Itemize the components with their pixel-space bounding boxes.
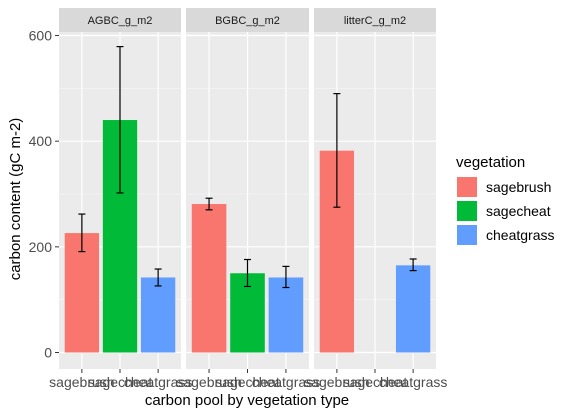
facet-strip-label: BGBC_g_m2 bbox=[215, 15, 280, 27]
facet-panel-AGBC_g_m2: AGBC_g_m2 bbox=[59, 8, 181, 369]
error-bar-cheatgrass bbox=[409, 258, 417, 272]
error-bar-sagebrush bbox=[205, 197, 213, 211]
y-axis-title: carbon content (gC m-2) bbox=[7, 118, 24, 281]
legend-title: vegetation bbox=[456, 154, 525, 171]
facet-panels: AGBC_g_m2 BGBC_g_m2 litterC_g_m2 bbox=[59, 8, 436, 369]
legend-item-sagebrush: sagebrush bbox=[457, 177, 551, 197]
bar-cheatgrass bbox=[268, 277, 304, 353]
x-tick-label: cheatgrass bbox=[124, 374, 192, 390]
x-tick-label: sagecheat bbox=[343, 374, 408, 390]
facet-strip bbox=[186, 8, 309, 32]
x-axis-title: carbon pool by vegetation type bbox=[145, 392, 349, 409]
legend-label: cheatgrass bbox=[486, 227, 554, 243]
y-tick-label: 0 bbox=[44, 345, 52, 361]
bar-sagebrush bbox=[191, 204, 227, 353]
bar-cheatgrass bbox=[395, 265, 431, 353]
x-tick-label: sagecheat bbox=[215, 374, 280, 390]
legend-label: sagebrush bbox=[486, 179, 551, 195]
legend-swatch bbox=[457, 201, 477, 221]
facet-strip-label: AGBC_g_m2 bbox=[88, 15, 153, 27]
x-tick-label: sagebrush bbox=[176, 374, 241, 390]
legend-swatch bbox=[457, 177, 477, 197]
facet-strip-label: litterC_g_m2 bbox=[344, 15, 406, 27]
facet-strip bbox=[59, 8, 181, 32]
x-tick-label: cheatgrass bbox=[379, 374, 447, 390]
y-axis: 0 200 400 600 bbox=[29, 28, 59, 361]
bar-cheatgrass bbox=[140, 277, 176, 353]
legend-swatch bbox=[457, 225, 477, 245]
error-bar-sagebrush bbox=[333, 93, 341, 208]
legend-item-sagecheat: sagecheat bbox=[457, 201, 551, 221]
legend-label: sagecheat bbox=[486, 203, 551, 219]
y-tick-label: 400 bbox=[29, 133, 53, 149]
y-tick-label: 200 bbox=[29, 239, 53, 255]
bar-sagebrush bbox=[64, 233, 100, 353]
error-bar-sagecheat bbox=[116, 45, 124, 194]
error-bar-cheatgrass bbox=[154, 268, 162, 287]
facet-strip bbox=[314, 8, 436, 32]
error-bar-sagebrush bbox=[78, 213, 86, 253]
error-bar-sagecheat bbox=[244, 258, 251, 288]
legend: vegetation sagebrush sagecheat cheatgrass bbox=[456, 154, 554, 245]
facet-panel-litterC_g_m2: litterC_g_m2 bbox=[314, 8, 436, 369]
x-tick-label: cheatgrass bbox=[252, 374, 320, 390]
x-tick-label: sagebrush bbox=[49, 374, 114, 390]
y-tick-label: 600 bbox=[29, 28, 53, 44]
x-axis: sagebrushsagecheatcheatgrasssagebrushsag… bbox=[49, 369, 447, 390]
error-bar-cheatgrass bbox=[282, 265, 290, 289]
x-tick-label: sagecheat bbox=[88, 374, 153, 390]
legend-item-cheatgrass: cheatgrass bbox=[457, 225, 554, 245]
facet-panel-BGBC_g_m2: BGBC_g_m2 bbox=[186, 8, 309, 369]
x-tick-label: sagebrush bbox=[304, 374, 369, 390]
